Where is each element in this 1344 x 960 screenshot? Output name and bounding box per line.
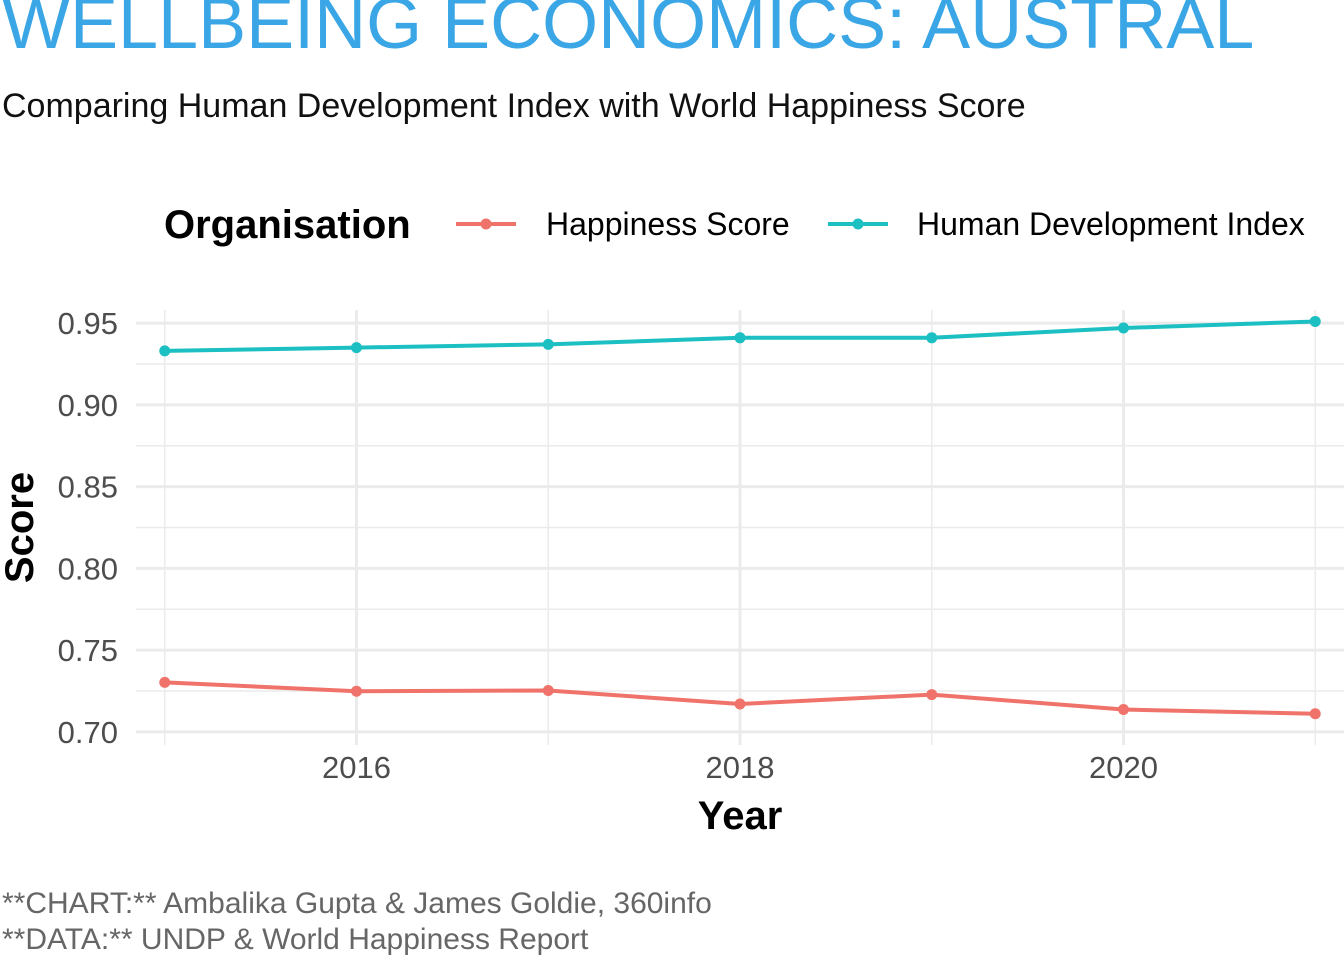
legend-key-point [852, 218, 864, 230]
legend-label: Happiness Score [546, 206, 790, 242]
y-tick-label: 0.90 [58, 388, 118, 423]
data-point-happiness [926, 689, 938, 701]
data-point-happiness [1309, 708, 1321, 720]
chart-subtitle: Comparing Human Development Index with W… [2, 87, 1026, 125]
x-tick-label: 2020 [1089, 750, 1158, 785]
data-point-happiness [159, 676, 171, 688]
chart-title: WELLBEING ECONOMICS: AUSTRAL [2, 0, 1255, 64]
caption-chart-credit: **CHART:** Ambalika Gupta & James Goldie… [2, 887, 712, 920]
y-tick-label: 0.85 [58, 470, 118, 505]
legend-title: Organisation [164, 203, 411, 247]
data-point-happiness [351, 685, 363, 697]
data-point-hdi [1309, 315, 1321, 327]
data-point-happiness [542, 685, 554, 697]
y-tick-label: 0.95 [58, 306, 118, 341]
x-tick-label: 2016 [322, 750, 391, 785]
y-tick-label: 0.80 [58, 551, 118, 586]
data-point-happiness [1117, 704, 1129, 716]
y-axis-title: Score [0, 472, 42, 583]
data-point-hdi [542, 338, 554, 350]
x-tick-label: 2018 [706, 750, 775, 785]
data-point-hdi [926, 332, 938, 344]
y-tick-label: 0.70 [58, 715, 118, 750]
data-point-hdi [159, 345, 171, 357]
y-tick-label: 0.75 [58, 633, 118, 668]
data-point-hdi [1117, 322, 1129, 334]
caption-data-credit: **DATA:** UNDP & World Happiness Report [2, 923, 589, 956]
legend-key-point [480, 218, 492, 230]
legend-label: Human Development Index [917, 206, 1305, 242]
data-point-hdi [351, 342, 363, 354]
x-axis-title: Year [698, 794, 783, 838]
data-point-happiness [734, 698, 746, 710]
data-point-hdi [734, 332, 746, 344]
